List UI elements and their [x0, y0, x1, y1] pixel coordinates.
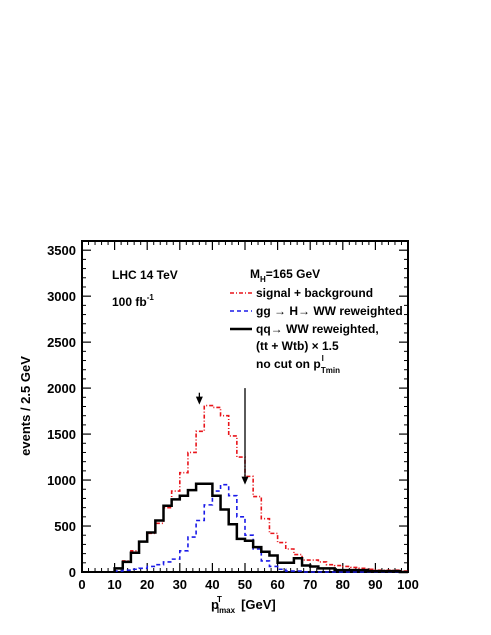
x-axis-title-unit: [GeV]	[241, 597, 276, 612]
series-qq-ww	[113, 482, 408, 574]
x-tick-label: 90	[368, 577, 382, 592]
x-axis-title: pT lmax [GeV]	[211, 595, 276, 615]
legend-label-gg-h-ww: gg → H→ WW reweighted	[256, 304, 403, 318]
y-tick-label: 2500	[47, 335, 76, 350]
arrow-layer	[195, 388, 249, 485]
y-tick-label: 3000	[47, 289, 76, 304]
cut-arrow-head-1	[241, 476, 249, 485]
legend-cut-note-sup: l	[322, 354, 324, 363]
x-axis-title-base: p	[211, 597, 219, 612]
y-axis-title: events / 2.5 GeV	[18, 356, 33, 456]
x-tick-label: 60	[270, 577, 284, 592]
series-layer	[113, 404, 408, 574]
axis-tick-labels: 0 10 20 30 40 50 60 70 80 90 100050010001500200025…	[47, 243, 419, 592]
y-tick-label: 2000	[47, 381, 76, 396]
x-tick-label: 50	[238, 577, 252, 592]
x-tick-label: 0	[78, 577, 85, 592]
mass-label: MH=165 GeV	[250, 267, 320, 284]
cut-arrow-head-0	[195, 396, 203, 405]
legend-label-signal-background: signal + background	[256, 286, 373, 300]
legend-label-qq-ww: qq→ WW reweighted,	[256, 322, 379, 336]
x-axis-title-sup: T	[217, 595, 222, 604]
x-tick-label: 70	[303, 577, 317, 592]
mass-symbol: M	[250, 267, 260, 281]
x-tick-label: 10	[107, 577, 121, 592]
x-axis-title-sub: lmax	[217, 606, 236, 615]
y-tick-label: 1500	[47, 427, 76, 442]
y-tick-label: 1000	[47, 473, 76, 488]
luminosity-label: 100 fb-1	[112, 293, 154, 309]
x-tick-label: 20	[140, 577, 154, 592]
x-tick-label: 40	[205, 577, 219, 592]
series-gg-h-ww	[113, 483, 408, 573]
legend-cut-note-sub: Tmin	[321, 366, 340, 375]
y-tick-label: 3500	[47, 243, 76, 258]
x-tick-label: 100	[397, 577, 419, 592]
x-tick-label: 80	[336, 577, 350, 592]
luminosity-value: 100 fb	[112, 295, 147, 309]
mass-sub: H	[260, 275, 266, 284]
mass-value: =165 GeV	[266, 267, 320, 281]
x-tick-label: 30	[173, 577, 187, 592]
legend: signal + background gg → H→ WW reweighte…	[230, 286, 403, 375]
experiment-label: LHC 14 TeV	[112, 268, 178, 282]
legend-label-qq-ww-line2: (tt + Wtb) × 1.5	[256, 339, 339, 353]
legend-cut-note-main: no cut on p	[256, 357, 321, 371]
axis-ticks	[81, 240, 409, 573]
y-tick-label: 500	[54, 519, 76, 534]
y-tick-label: 0	[69, 565, 76, 580]
luminosity-unit-sup: -1	[147, 293, 155, 302]
legend-cut-note: no cut on pl Tmin	[256, 354, 340, 375]
series-signal-background	[113, 404, 408, 572]
